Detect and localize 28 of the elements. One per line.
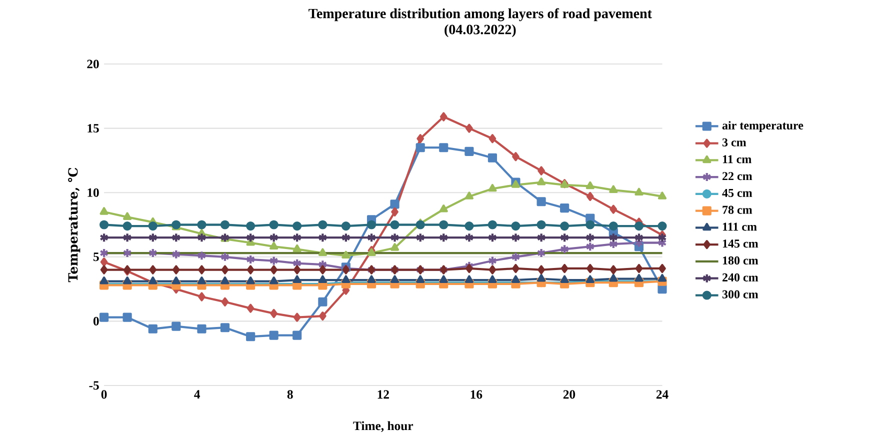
chart-subtitle: (04.03.2022) (444, 24, 516, 38)
y-axis-title: Temperature, ℃ (68, 168, 80, 282)
legend-label: 22 cm (722, 172, 752, 180)
legend-label: 3 cm (722, 138, 746, 146)
legend-label: 145 cm (722, 240, 758, 248)
legend-label: 45 cm (722, 189, 752, 198)
y-tick-label: 15 (88, 124, 99, 133)
y-tick-label: 10 (88, 188, 99, 197)
legend-label: 11 cm (722, 155, 752, 164)
legend-label: 300 cm (722, 290, 758, 298)
legend-label: 111 cm (722, 222, 757, 231)
x-tick-label: 0 (101, 390, 107, 399)
y-tick-label: -5 (89, 381, 99, 390)
x-tick-label: 4 (194, 390, 200, 399)
x-axis-title: Time, hour (353, 421, 414, 432)
x-tick-label: 8 (287, 390, 293, 399)
x-tick-label: 12 (378, 390, 389, 399)
legend-label: 78 cm (722, 206, 752, 214)
y-tick-label: 20 (87, 60, 99, 68)
legend-label: air temperature (722, 121, 804, 132)
y-tick-label: 0 (93, 316, 99, 326)
legend-label: 240 cm (722, 273, 758, 282)
chart-title: Temperature distribution among layers of road pavement (308, 8, 652, 22)
x-tick-label: 20 (563, 390, 576, 399)
x-tick-label: 16 (470, 390, 482, 399)
y-tick-label: 5 (93, 252, 99, 262)
x-tick-label: 24 (656, 390, 668, 399)
legend-label: 180 cm (722, 256, 758, 265)
